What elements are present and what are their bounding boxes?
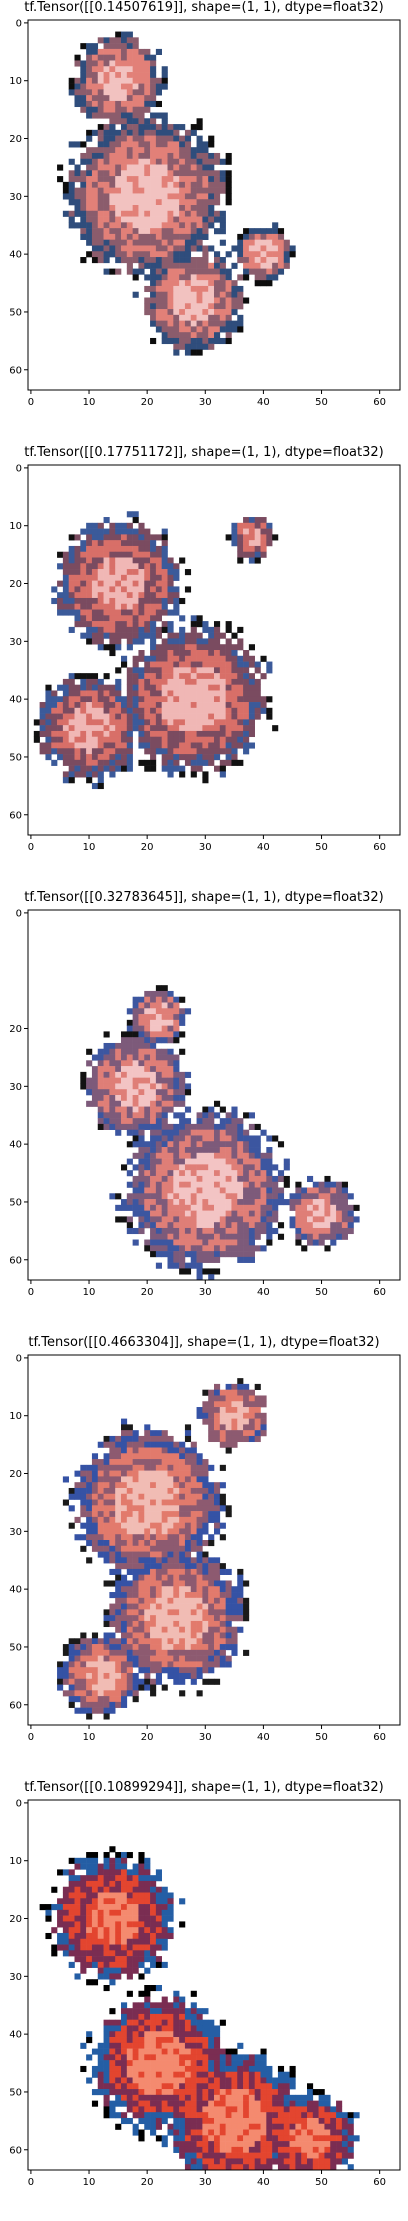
y-tick-label: 10 — [9, 521, 22, 532]
x-tick-label: 60 — [373, 1287, 386, 1298]
x-tick-label: 30 — [199, 1732, 212, 1743]
y-tick-label: 20 — [9, 1024, 22, 1035]
axes-frame — [27, 1354, 401, 1726]
x-tick-label: 60 — [373, 842, 386, 853]
y-tick-label: 60 — [9, 1255, 22, 1266]
panel-title: tf.Tensor([[0.14507619]], shape=(1, 1), … — [24, 0, 384, 15]
y-tick-label: 0 — [16, 18, 22, 29]
x-tick-label: 20 — [141, 1732, 154, 1743]
y-tick-label: 50 — [9, 752, 22, 763]
y-tick-label: 0 — [16, 463, 22, 474]
plot-area: 0 10 20 30 40 50 60 0 20 30 40 50 60 — [9, 908, 401, 1298]
y-tick-label: 40 — [9, 695, 22, 706]
image-pixels — [28, 20, 400, 390]
panel-title: tf.Tensor([[0.4663304]], shape=(1, 1), d… — [28, 1335, 380, 1350]
y-tick-label: 20 — [9, 1914, 22, 1925]
y-tick-label: 40 — [9, 1140, 22, 1151]
x-tick-label: 10 — [83, 1287, 96, 1298]
panel-title: tf.Tensor([[0.10899294]], shape=(1, 1), … — [24, 1780, 384, 1795]
y-tick-label: 30 — [9, 192, 22, 203]
x-tick-label: 50 — [315, 842, 328, 853]
y-tick-label: 60 — [9, 810, 22, 821]
axes-frame — [27, 19, 401, 391]
image-pixels — [28, 910, 400, 1281]
y-tick-label: 30 — [9, 1082, 22, 1093]
x-tick-label: 40 — [257, 2177, 270, 2188]
x-tick-label: 20 — [141, 397, 154, 408]
image-pixels — [28, 1355, 400, 1725]
panel-title: tf.Tensor([[0.32783645]], shape=(1, 1), … — [24, 890, 384, 905]
x-tick-label: 0 — [28, 842, 34, 853]
x-tick-label: 10 — [83, 2177, 96, 2188]
x-tick-label: 40 — [257, 397, 270, 408]
x-tick-label: 50 — [315, 397, 328, 408]
x-tick-label: 50 — [315, 1732, 328, 1743]
x-tick-label: 20 — [141, 842, 154, 853]
y-tick-label: 0 — [16, 1353, 22, 1364]
x-tick-label: 60 — [373, 2177, 386, 2188]
plot-area: 0 10 20 30 40 50 60 0 10 20 30 40 50 60 — [9, 18, 401, 408]
y-tick-label: 60 — [9, 365, 22, 376]
axes-frame — [27, 464, 401, 836]
panel-title: tf.Tensor([[0.17751172]], shape=(1, 1), … — [24, 445, 384, 460]
y-tick-label: 60 — [9, 2145, 22, 2156]
y-tick-label: 40 — [9, 1585, 22, 1596]
axes-frame — [27, 1799, 401, 2171]
y-tick-label: 0 — [16, 1798, 22, 1809]
image-panel: tf.Tensor([[0.17751172]], shape=(1, 1), … — [0, 445, 408, 853]
x-tick-label: 10 — [83, 397, 96, 408]
y-tick-label: 0 — [16, 908, 22, 919]
x-tick-label: 10 — [83, 1732, 96, 1743]
y-tick-label: 30 — [9, 1972, 22, 1983]
x-tick-label: 0 — [28, 397, 34, 408]
y-tick-label: 10 — [9, 1856, 22, 1867]
image-pixels — [28, 1800, 400, 2171]
y-tick-label: 20 — [9, 1469, 22, 1480]
image-panel: tf.Tensor([[0.32783645]], shape=(1, 1), … — [0, 890, 408, 1298]
x-tick-label: 50 — [315, 1287, 328, 1298]
x-tick-label: 40 — [257, 842, 270, 853]
plot-area: 0 10 20 30 40 50 60 0 10 20 30 40 50 60 — [9, 1353, 401, 1743]
x-tick-label: 0 — [28, 1287, 34, 1298]
y-tick-label: 50 — [9, 2087, 22, 2098]
x-tick-label: 20 — [141, 2177, 154, 2188]
y-tick-label: 60 — [9, 1700, 22, 1711]
x-tick-label: 40 — [257, 1287, 270, 1298]
axes-frame — [27, 909, 401, 1281]
y-tick-label: 10 — [9, 1411, 22, 1422]
x-tick-label: 30 — [199, 397, 212, 408]
plot-area: 0 10 20 30 40 50 60 0 10 20 30 40 50 60 — [9, 463, 401, 853]
image-panel: tf.Tensor([[0.14507619]], shape=(1, 1), … — [0, 0, 408, 408]
x-tick-label: 50 — [315, 2177, 328, 2188]
y-tick-label: 40 — [9, 250, 22, 261]
y-tick-label: 50 — [9, 1197, 22, 1208]
x-tick-label: 60 — [373, 1732, 386, 1743]
y-tick-label: 20 — [9, 134, 22, 145]
y-tick-label: 30 — [9, 1527, 22, 1538]
x-tick-label: 30 — [199, 1287, 212, 1298]
y-tick-label: 50 — [9, 307, 22, 318]
x-tick-label: 30 — [199, 2177, 212, 2188]
y-tick-label: 10 — [9, 76, 22, 87]
y-tick-label: 20 — [9, 579, 22, 590]
x-tick-label: 20 — [141, 1287, 154, 1298]
x-tick-label: 40 — [257, 1732, 270, 1743]
x-tick-label: 60 — [373, 397, 386, 408]
x-tick-label: 0 — [28, 1732, 34, 1743]
y-tick-label: 30 — [9, 637, 22, 648]
image-panel: tf.Tensor([[0.4663304]], shape=(1, 1), d… — [0, 1335, 408, 1743]
x-tick-label: 30 — [199, 842, 212, 853]
plot-area: 0 10 20 30 40 50 60 0 10 20 30 40 50 60 — [9, 1798, 401, 2188]
image-panel: tf.Tensor([[0.10899294]], shape=(1, 1), … — [0, 1780, 408, 2188]
x-tick-label: 0 — [28, 2177, 34, 2188]
y-tick-label: 40 — [9, 2030, 22, 2041]
y-tick-label: 50 — [9, 1642, 22, 1653]
x-tick-label: 10 — [83, 842, 96, 853]
image-pixels — [28, 465, 400, 835]
